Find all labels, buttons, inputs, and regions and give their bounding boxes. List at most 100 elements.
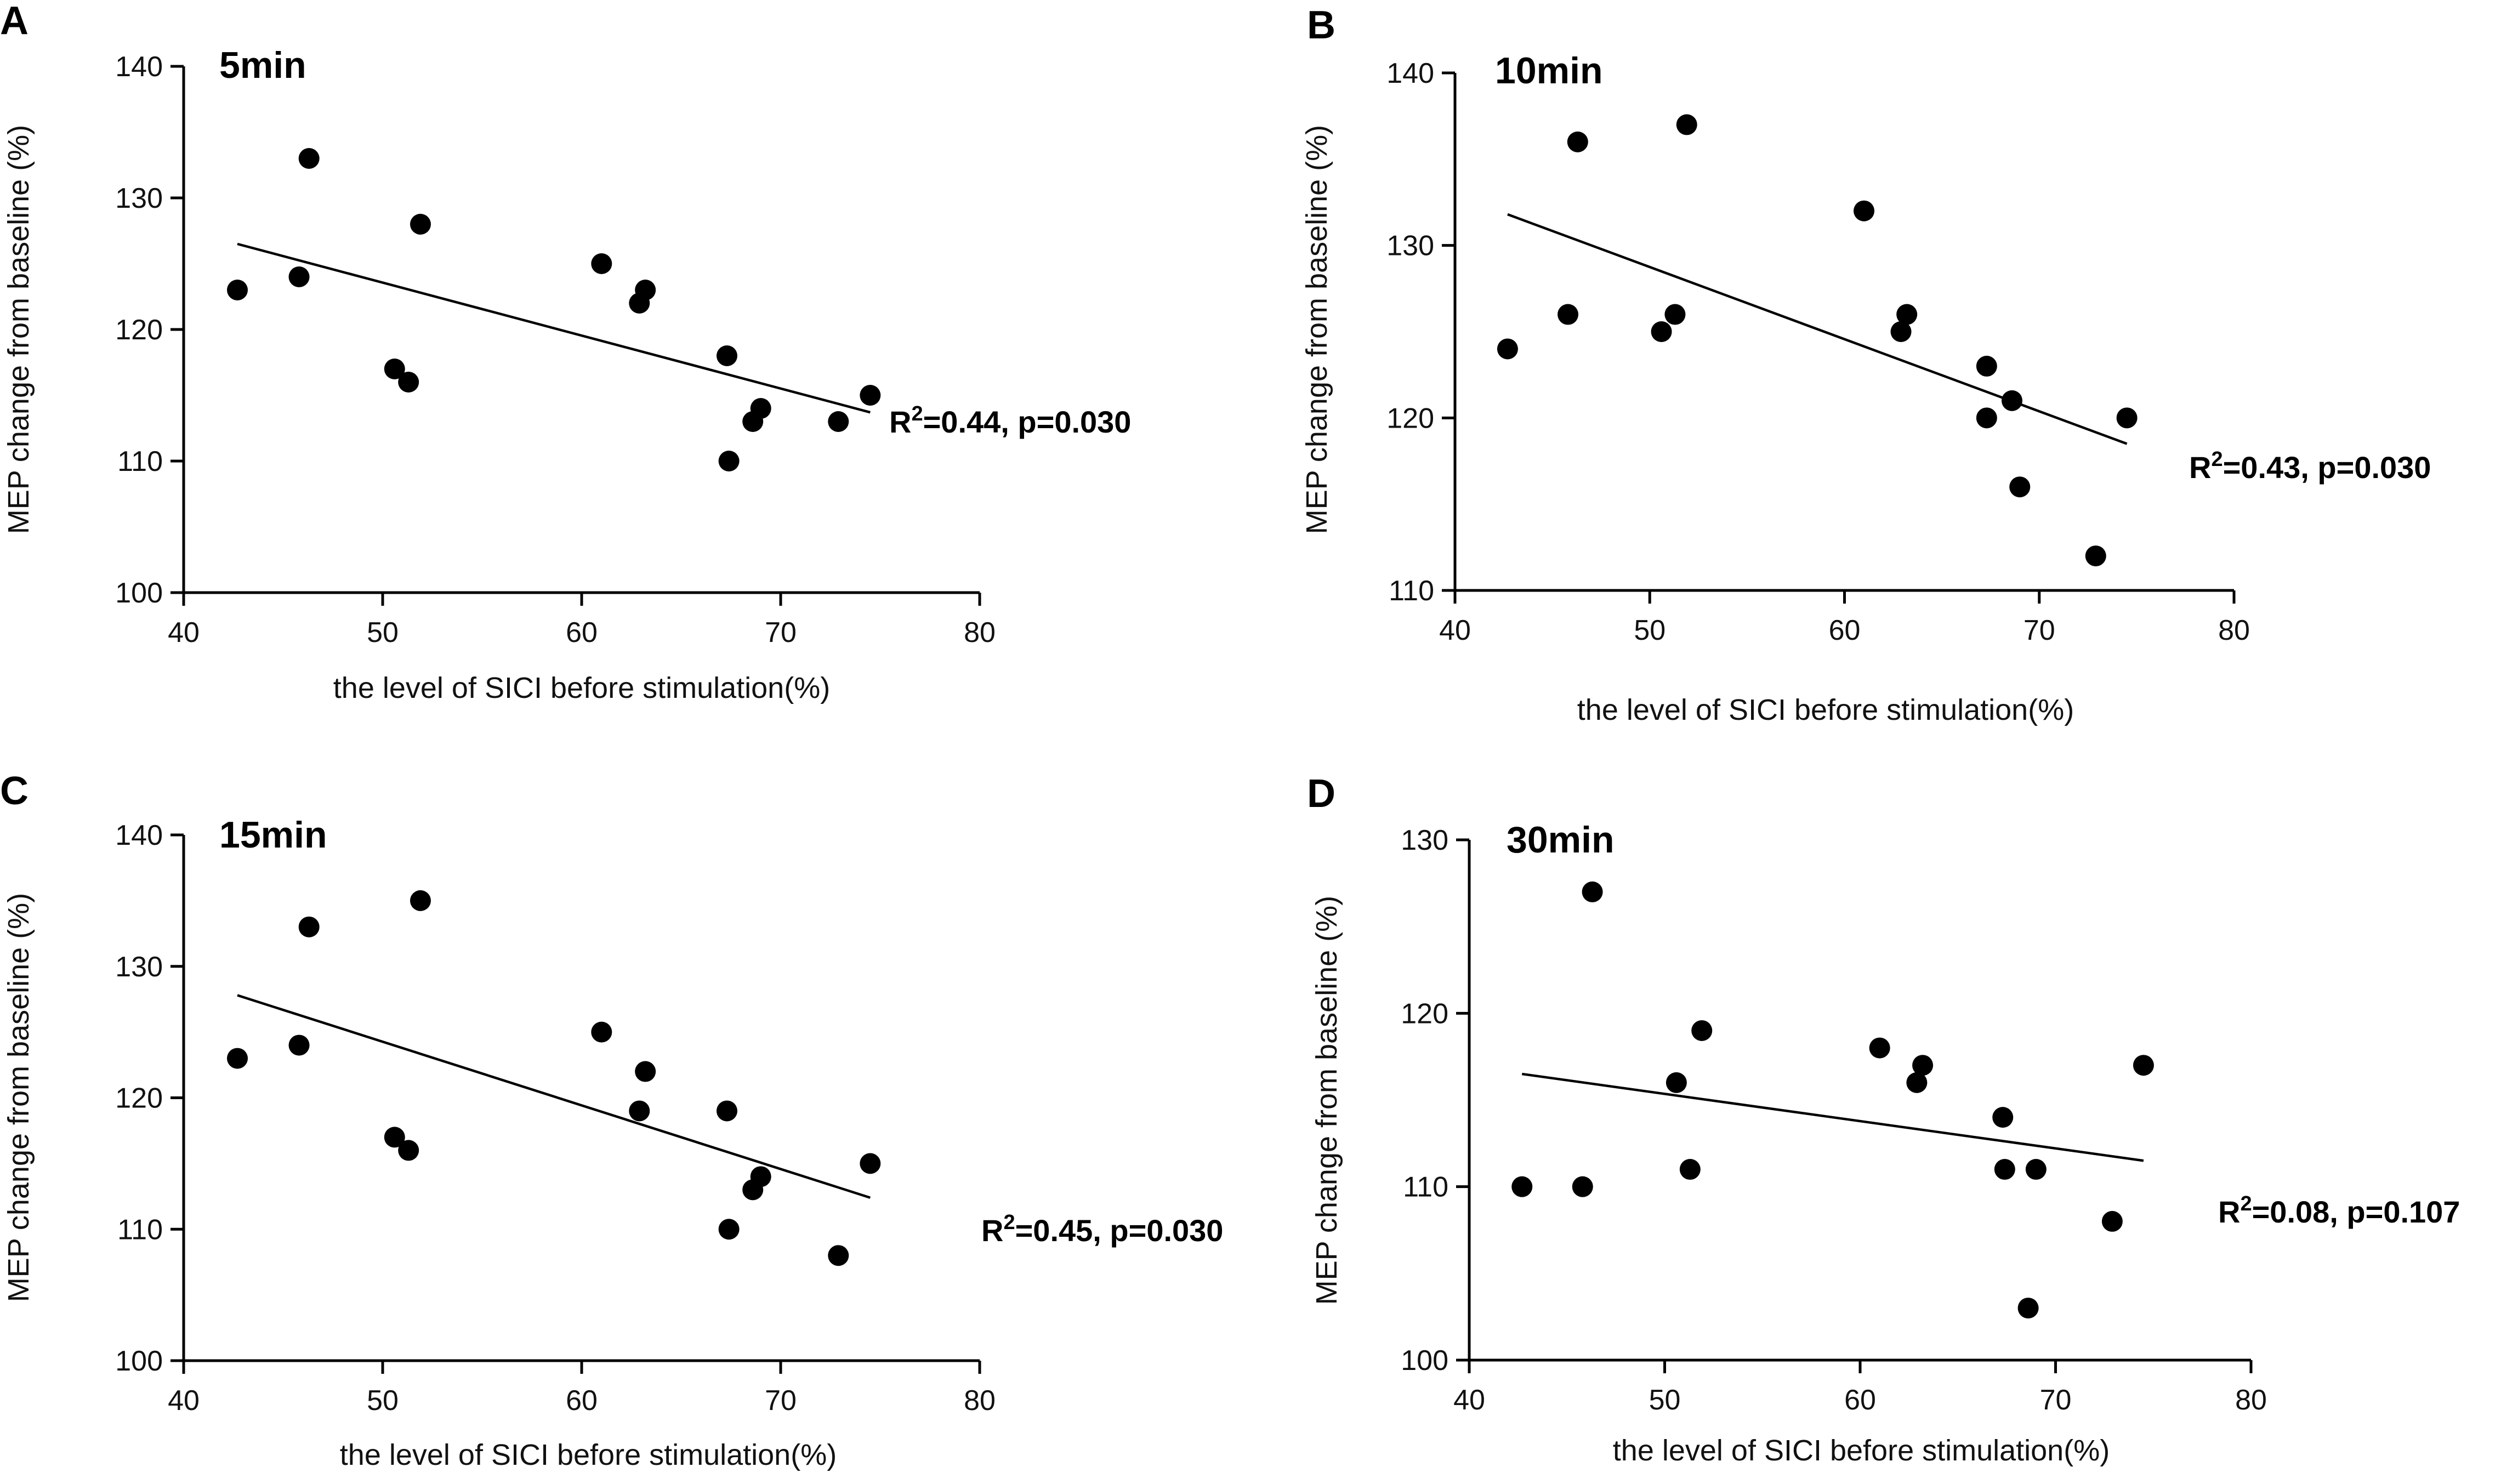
data-point [384,1127,405,1148]
y-axis-label: MEP change from baseline (%) [1310,896,1343,1305]
data-point [288,1034,310,1056]
stat-r: R [2218,1195,2240,1229]
regression-line [1521,1072,2144,1162]
data-point [860,1153,881,1174]
data-point [384,359,405,379]
x-tick-label: 60 [566,1385,598,1417]
x-tick-label: 60 [1844,1384,1876,1416]
panel-letter: B [1307,3,1335,47]
data-point [716,345,737,366]
x-tick-label: 70 [765,1385,797,1417]
stat-values: =0.08, p=0.107 [2252,1195,2460,1229]
data-point [2116,407,2138,429]
data-point [1912,1055,1934,1076]
stat-superscript: 2 [1003,1211,1015,1234]
stat-annotation: R2=0.43, p=0.030 [2189,448,2431,485]
x-axis-label: the level of SICI before stimulation(%) [1577,693,2074,726]
y-tick-label: 130 [1386,230,1434,262]
regression-line [237,242,871,414]
panel-b: B 10min 40 50 60 70 80 110 120 130 140 the level of… [1300,3,2431,726]
y-tick-label: 120 [1386,402,1434,434]
data-point [629,1100,650,1122]
x-tick-label: 50 [367,617,399,649]
data-point [1691,1020,1713,1041]
y-tick-label: 130 [1401,825,1448,856]
x-tick-label: 70 [2040,1384,2072,1416]
data-point [1567,131,1588,152]
data-point [1651,321,1672,342]
x-tick-label: 80 [964,1385,996,1417]
data-point [288,266,310,287]
panel-title: 5min [219,44,306,86]
x-axis-label: the level of SICI before stimulation(%) [1613,1434,2110,1467]
x-tick-label: 60 [1829,615,1861,646]
y-axis-label: MEP change from baseline (%) [1300,125,1333,534]
x-tick-label: 40 [168,1385,200,1417]
y-tick-label: 140 [115,820,163,851]
y-tick-label: 120 [115,1083,163,1115]
data-point [2101,1210,2123,1232]
data-point [1906,1072,1928,1093]
data-point [635,280,656,300]
y-tick-label: 110 [1403,1172,1448,1203]
data-point [410,214,431,235]
data-point [298,916,320,937]
data-point [1558,304,1579,325]
y-tick-label: 110 [1389,575,1434,607]
x-tick-label: 70 [765,617,797,649]
stat-values: =0.45, p=0.030 [1015,1213,1224,1248]
stat-values: =0.44, p=0.030 [923,405,1132,439]
panel-title: 15min [219,814,327,856]
data-point [1994,1159,2015,1180]
axes [1468,840,2251,1362]
x-tick-label: 40 [168,617,200,649]
stat-r: R [981,1213,1003,1248]
data-point [1854,200,1875,221]
panel-c: C 15min 40 50 60 70 80 100 110 120 130 140 the level… [0,769,1223,1471]
data-point [1497,338,1518,360]
axes [1453,73,2234,592]
x-tick-label: 40 [1453,1384,1485,1416]
data-point [1896,304,1918,325]
data-point [227,1048,248,1069]
data-point [716,1100,737,1122]
data-point [1976,407,1997,429]
stat-superscript: 2 [2211,448,2223,471]
data-point [591,253,612,274]
data-point [1992,1107,2014,1128]
data-point [828,1245,849,1266]
data-point [410,890,431,911]
panel-title: 10min [1495,50,1603,92]
x-tick-label: 50 [1634,615,1666,646]
data-point [2133,1055,2154,1076]
panel-a: A 5min 40 50 60 70 80 100 110 120 130 140 the level … [0,0,1131,704]
panel-letter: D [1307,772,1335,816]
data-point [398,1140,419,1161]
data-point [1869,1037,1890,1059]
data-point [635,1061,656,1082]
data-point [750,1166,771,1187]
data-point [2009,476,2031,498]
data-point [718,451,740,471]
panel-letter: A [0,0,29,43]
y-tick-label: 100 [115,577,163,609]
regression-line [1507,213,2128,445]
data-point [718,1219,740,1240]
y-tick-label: 130 [115,183,163,214]
data-point [1976,355,1997,377]
data-point [828,411,849,432]
data-point [1666,1072,1687,1093]
y-tick-label: 140 [1386,58,1434,89]
stat-r: R [889,405,911,439]
stat-r: R [2189,450,2211,485]
x-tick-label: 40 [1439,615,1471,646]
data-point [1664,304,1686,325]
data-point [591,1021,612,1043]
x-tick-label: 50 [1649,1384,1681,1416]
x-tick-label: 80 [964,617,996,649]
y-axis-label: MEP change from baseline (%) [2,125,35,534]
data-point [1511,1176,1533,1197]
y-tick-label: 110 [117,1214,163,1246]
y-tick-label: 110 [117,446,163,477]
y-tick-label: 130 [115,951,163,983]
